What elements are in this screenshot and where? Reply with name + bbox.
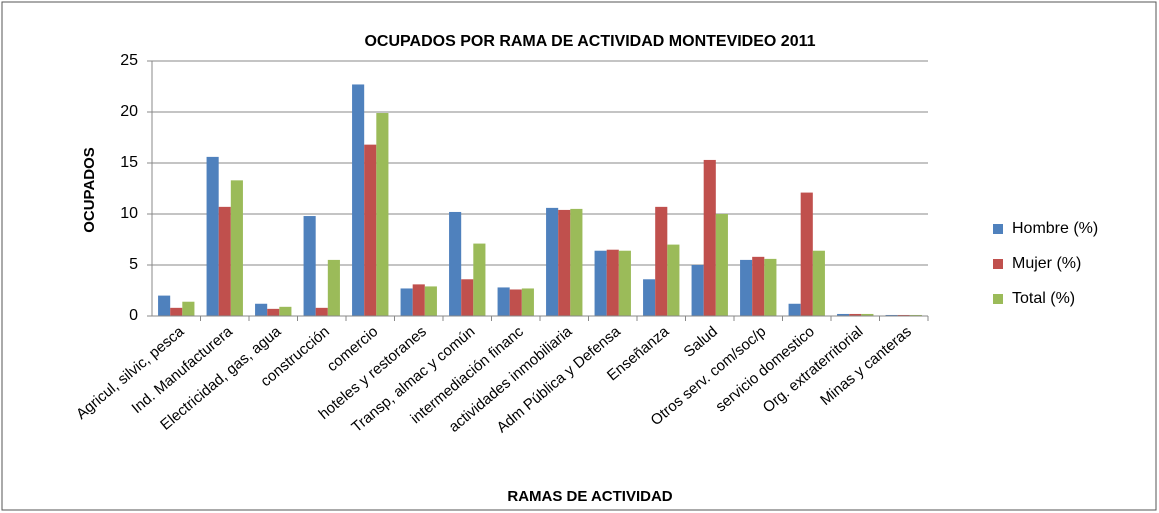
bar (279, 306, 292, 316)
bar (182, 301, 195, 316)
bar (885, 314, 898, 316)
bar (667, 244, 680, 316)
legend-label: Total (%) (1012, 290, 1075, 307)
bar (546, 207, 559, 316)
bar (800, 192, 813, 316)
bar (473, 243, 486, 316)
y-axis-label: OCUPADOS (81, 147, 98, 233)
bar (715, 214, 728, 316)
bar (849, 313, 862, 316)
bar (837, 313, 850, 316)
bar (909, 314, 922, 316)
bar (691, 265, 704, 316)
bar (376, 113, 389, 317)
bar (218, 206, 231, 316)
y-tick-label: 0 (129, 307, 138, 324)
bar (303, 216, 316, 316)
y-tick-label: 20 (120, 103, 138, 120)
bar (206, 156, 219, 316)
bar (606, 249, 619, 316)
legend-label: Hombre (%) (1012, 220, 1098, 237)
bar (618, 250, 631, 316)
bar (267, 308, 280, 316)
bar (703, 159, 716, 316)
bar (230, 180, 243, 316)
bar (424, 286, 437, 316)
bar (461, 279, 474, 316)
bar (752, 256, 765, 316)
bar (521, 288, 534, 316)
legend-swatch (993, 259, 1003, 269)
bar (861, 313, 874, 316)
y-tick-label: 25 (120, 52, 138, 69)
bar (655, 206, 668, 316)
bar (643, 279, 656, 316)
bar (400, 288, 413, 316)
bar (412, 284, 425, 316)
bar (327, 259, 340, 316)
bar (449, 211, 462, 316)
legend-swatch (993, 224, 1003, 234)
y-tick-label: 10 (120, 205, 138, 222)
y-tick-label: 15 (120, 154, 138, 171)
y-tick-label: 5 (129, 256, 138, 273)
legend-label: Mujer (%) (1012, 255, 1081, 272)
bar (594, 250, 607, 316)
bar (352, 84, 365, 317)
bar (764, 258, 777, 316)
chart-title: OCUPADOS POR RAMA DE ACTIVIDAD MONTEVIDE… (364, 33, 815, 50)
bar (897, 314, 910, 316)
bar (364, 144, 377, 316)
bar (788, 303, 801, 316)
bar (497, 287, 510, 316)
bar (740, 259, 753, 316)
bar (158, 295, 171, 316)
bar (315, 307, 328, 316)
bar (812, 250, 825, 316)
bar (558, 209, 571, 316)
bar (570, 208, 583, 316)
x-axis-label: RAMAS DE ACTIVIDAD (507, 488, 672, 505)
bar (509, 289, 522, 316)
bar (170, 307, 183, 316)
bar (255, 303, 268, 316)
legend-swatch (993, 294, 1003, 304)
